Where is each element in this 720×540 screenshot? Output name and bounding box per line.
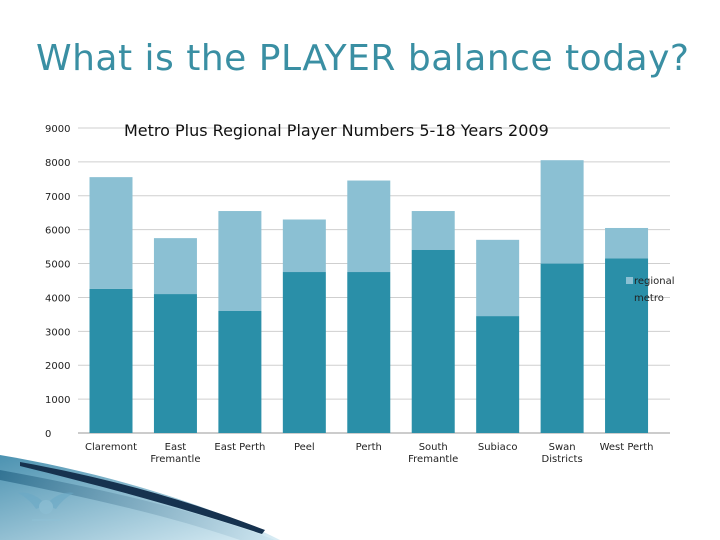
footer-decoration — [0, 0, 720, 540]
